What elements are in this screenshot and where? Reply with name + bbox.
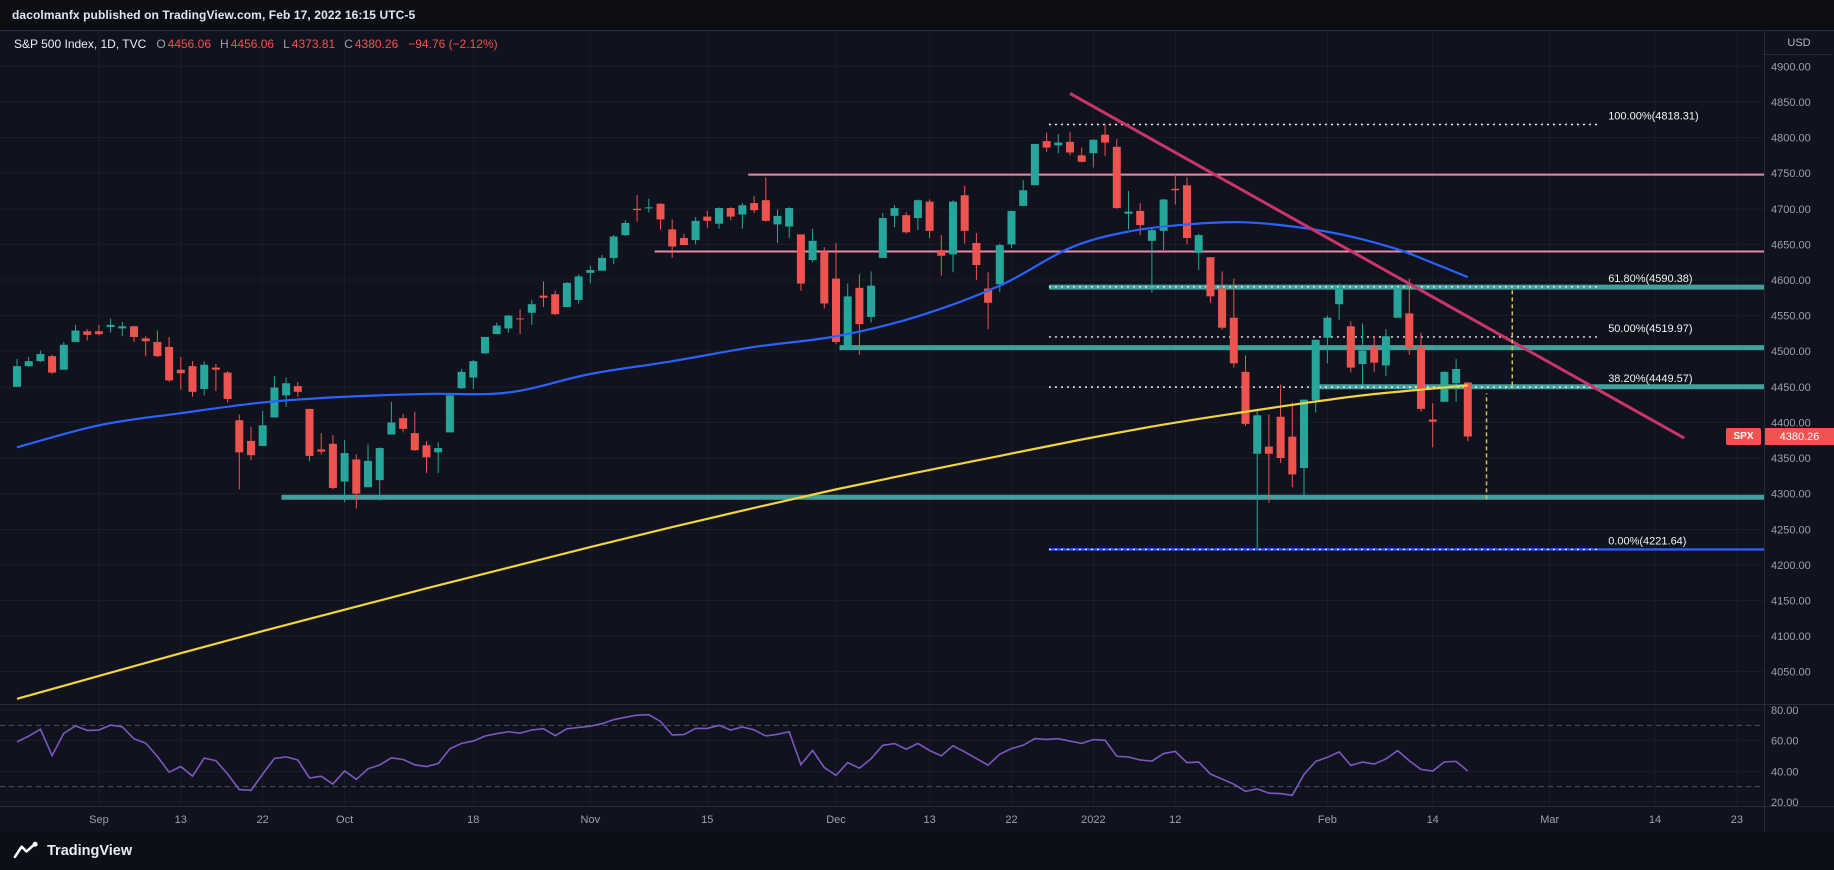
price-panel[interactable] [13, 92, 1764, 700]
svg-text:13: 13 [923, 814, 935, 826]
publish-info-bar: dacolmanfx published on TradingView.com,… [0, 0, 1834, 30]
svg-text:4350.00: 4350.00 [1771, 453, 1811, 465]
svg-text:60.00: 60.00 [1771, 736, 1799, 748]
change-value: −94.76 (−2.12%) [408, 37, 498, 51]
svg-text:Feb: Feb [1318, 814, 1337, 826]
svg-text:18: 18 [467, 814, 479, 826]
svg-text:13: 13 [175, 814, 187, 826]
high-label: H [220, 37, 229, 51]
svg-text:14: 14 [1649, 814, 1661, 826]
footer-brand-text[interactable]: TradingView [47, 843, 133, 859]
symbol-title[interactable]: S&P 500 Index, 1D, TVC [14, 37, 147, 51]
last-price-badge: 4380.26 [1765, 428, 1834, 445]
svg-text:4400.00: 4400.00 [1771, 417, 1811, 429]
svg-text:23: 23 [1731, 814, 1743, 826]
close-value: 4380.26 [354, 37, 399, 51]
high-value: 4456.06 [230, 37, 275, 51]
close-label: C [344, 37, 353, 51]
fib-label: 0.00%(4221.64) [1608, 535, 1686, 547]
svg-text:4550.00: 4550.00 [1771, 311, 1811, 323]
fib-label: 100.00%(4818.31) [1608, 111, 1699, 123]
svg-text:40.00: 40.00 [1771, 766, 1799, 778]
svg-text:4250.00: 4250.00 [1771, 524, 1811, 536]
fib-labels-layer: 100.00%(4818.31) 61.80%(4590.38) 50.00%(45… [1608, 111, 1699, 548]
svg-text:14: 14 [1427, 814, 1439, 826]
MA-200-yellow[interactable] [16, 384, 1468, 700]
rsi-panel[interactable] [0, 713, 1764, 797]
svg-text:4750.00: 4750.00 [1771, 168, 1811, 180]
svg-text:Sep: Sep [89, 814, 109, 826]
svg-text:22: 22 [257, 814, 269, 826]
svg-text:4900.00: 4900.00 [1771, 61, 1811, 73]
publish-info-text: dacolmanfx published on TradingView.com,… [12, 8, 416, 22]
fib-label: 38.20%(4449.57) [1608, 373, 1692, 385]
svg-text:4300.00: 4300.00 [1771, 489, 1811, 501]
open-label: O [156, 37, 166, 51]
descending-trend-line[interactable] [1069, 92, 1685, 440]
MA-50-blue[interactable] [16, 221, 1469, 449]
svg-text:4500.00: 4500.00 [1771, 346, 1811, 358]
svg-text:4650.00: 4650.00 [1771, 239, 1811, 251]
svg-text:4450.00: 4450.00 [1771, 382, 1811, 394]
svg-text:4050.00: 4050.00 [1771, 667, 1811, 679]
open-value: 4456.06 [167, 37, 212, 51]
svg-text:80.00: 80.00 [1771, 705, 1799, 717]
svg-text:12: 12 [1169, 814, 1181, 826]
svg-text:4600.00: 4600.00 [1771, 275, 1811, 287]
svg-text:4800.00: 4800.00 [1771, 133, 1811, 145]
svg-text:22: 22 [1005, 814, 1017, 826]
candles-layer [13, 124, 1472, 549]
svg-text:4150.00: 4150.00 [1771, 595, 1811, 607]
ohlc-low: L 4373.81 [283, 37, 335, 51]
fib-label: 61.80%(4590.38) [1608, 273, 1692, 285]
time-axis[interactable] [0, 806, 1764, 832]
svg-text:4200.00: 4200.00 [1771, 560, 1811, 572]
symbol-header: S&P 500 Index, 1D, TVC O 4456.06 H 4456.06… [14, 37, 498, 51]
ohlc-open: O 4456.06 [156, 37, 211, 51]
rsi-line [16, 713, 1469, 797]
ohlc-values: O 4456.06 H 4456.06 L 4373.81 C 4380.26 [156, 37, 398, 51]
footer-bar: TradingView [0, 832, 1834, 870]
svg-text:2022: 2022 [1081, 814, 1105, 826]
svg-text:Nov: Nov [581, 814, 601, 826]
svg-text:Mar: Mar [1540, 814, 1559, 826]
svg-text:4850.00: 4850.00 [1771, 97, 1811, 109]
ohlc-high: H 4456.06 [220, 37, 274, 51]
panel-frame [0, 30, 1834, 833]
svg-text:4100.00: 4100.00 [1771, 631, 1811, 643]
svg-text:15: 15 [701, 814, 713, 826]
price-axis[interactable] [1764, 30, 1834, 832]
tradingview-logo-icon[interactable] [13, 841, 38, 861]
low-label: L [283, 37, 290, 51]
ohlc-close: C 4380.26 [344, 37, 398, 51]
svg-text:Dec: Dec [826, 814, 846, 826]
grid-layer [0, 30, 1764, 806]
svg-text:Oct: Oct [336, 814, 353, 826]
axes-labels-layer: 4900.00 4850.00 4800.00 4750.00 4700.00 4650.… [89, 61, 1811, 826]
currency-label[interactable]: USD [1765, 31, 1833, 55]
last-price-symbol-badge: SPX [1726, 428, 1761, 445]
low-value: 4373.81 [291, 37, 336, 51]
fib-label: 50.00%(4519.97) [1608, 323, 1692, 335]
svg-text:4700.00: 4700.00 [1771, 204, 1811, 216]
